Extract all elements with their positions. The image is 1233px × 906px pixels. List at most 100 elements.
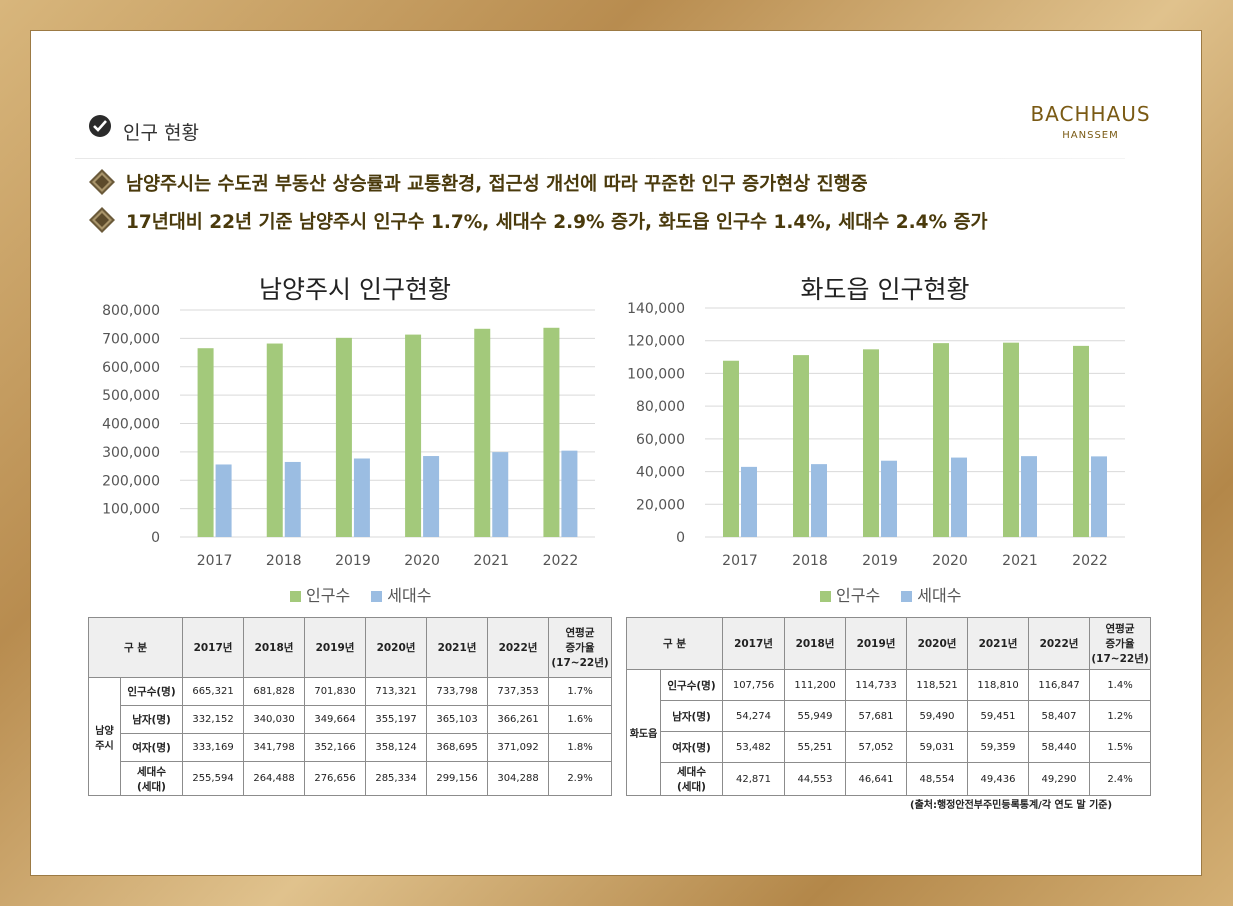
chart-2-title: 화도읍 인구현황 — [800, 275, 970, 304]
check-circle-icon — [89, 115, 111, 137]
rate-cell: 1.4% — [1089, 669, 1152, 701]
row-label: 세대수 (세대) — [119, 761, 184, 796]
hwado-table: 구 분 2017년 2018년 2019년 2020년 2021년 2022년 … — [625, 617, 1152, 796]
cell: 49,436 — [967, 762, 1030, 796]
legend-swatch-households — [901, 591, 913, 602]
table-row: 여자(명) 53,482 55,251 57,052 59,031 59,359… — [627, 731, 1152, 763]
bar-population — [335, 337, 352, 537]
x-tick-label: 2017 — [722, 553, 758, 569]
row-label: 인구수(명) — [659, 669, 724, 701]
cell: 299,156 — [426, 761, 489, 796]
cell: 111,200 — [784, 669, 847, 701]
y-tick-label: 100,000 — [102, 502, 160, 518]
diamond-bullet-icon — [89, 207, 115, 233]
table-row: 여자(명) 333,169 341,798 352,166 358,124 36… — [89, 733, 613, 762]
x-tick-label: 2021 — [473, 553, 509, 569]
cell: 332,152 — [182, 705, 245, 734]
bar-population — [863, 349, 879, 537]
x-tick-label: 2019 — [335, 553, 371, 569]
bar-households — [1021, 456, 1037, 537]
chart-2-legend: 인구수 세대수 — [820, 582, 977, 606]
y-tick-label: 300,000 — [102, 445, 160, 461]
bar-population — [793, 355, 809, 537]
rate-cell: 1.2% — [1089, 700, 1152, 732]
bar-households — [284, 461, 301, 537]
cell: 116,847 — [1028, 669, 1091, 701]
bar-households — [423, 456, 440, 537]
x-tick-label: 2022 — [1072, 553, 1108, 569]
bar-households — [951, 457, 967, 537]
legend-swatch-population — [290, 591, 301, 602]
row-label-line: (세대) — [677, 781, 706, 793]
y-tick-label: 0 — [676, 530, 685, 546]
bar-population — [1073, 345, 1089, 537]
header-rate-line: 증가율 — [1105, 638, 1135, 650]
header-label: 구 분 — [87, 617, 184, 678]
cell: 49,290 — [1028, 762, 1091, 796]
group-label-line: 화도읍 — [629, 729, 658, 740]
header-year: 2022년 — [1028, 617, 1091, 670]
row-label-line: (세대) — [137, 780, 166, 793]
cell: 55,949 — [784, 700, 847, 732]
row-label: 인구수(명) — [119, 677, 184, 706]
cell: 48,554 — [906, 762, 969, 796]
table-row: 남양 주시 인구수(명) 665,321 681,828 701,830 713… — [88, 677, 613, 796]
x-tick-label: 2020 — [404, 553, 440, 569]
rate-cell: 2.4% — [1089, 762, 1152, 796]
bar-population — [1003, 342, 1019, 537]
bar-households — [215, 464, 232, 537]
legend-item-households: 세대수 — [371, 582, 431, 606]
cell: 55,251 — [784, 731, 847, 763]
cell: 118,810 — [967, 669, 1030, 701]
cell: 333,169 — [182, 733, 245, 762]
bullet-1-text: 남양주시는 수도권 부동산 상승률과 교통환경, 접근성 개선에 따라 꾸준한 … — [126, 174, 868, 195]
header-year: 2017년 — [722, 617, 786, 670]
bar-population — [543, 327, 560, 537]
bar-households — [353, 458, 370, 537]
rate-cell: 2.9% — [548, 761, 613, 796]
cell: 368,695 — [426, 733, 489, 762]
table-row: 남자(명) 332,152 340,030 349,664 355,197 36… — [89, 705, 613, 734]
y-tick-label: 500,000 — [102, 388, 160, 404]
cell: 57,052 — [845, 731, 908, 763]
cell: 304,288 — [487, 761, 550, 796]
brand-logo: BACHHAUS HANSSEM — [1018, 102, 1163, 141]
legend-label-population: 인구수 — [836, 586, 881, 605]
header-year: 2020년 — [365, 617, 428, 678]
header-rate-line: 연평균 — [565, 627, 595, 639]
row-label: 여자(명) — [119, 733, 184, 762]
cell: 59,359 — [967, 731, 1030, 763]
legend-label-households: 세대수 — [387, 586, 432, 605]
row-label: 남자(명) — [659, 700, 724, 732]
chart-1-plot: 0 100,000 200,000 300,000 400,000 500,000 600,… — [102, 303, 595, 569]
cell: 264,488 — [243, 761, 306, 796]
brand-sub: HANSSEM — [1062, 130, 1119, 141]
cell: 114,733 — [845, 669, 908, 701]
y-tick-label: 200,000 — [102, 473, 160, 489]
cell: 733,798 — [426, 677, 489, 706]
cell: 352,166 — [304, 733, 367, 762]
bar-population — [933, 343, 949, 537]
chart-1-legend: 인구수 세대수 — [290, 582, 447, 606]
cell: 737,353 — [487, 677, 550, 706]
y-tick-label: 400,000 — [102, 417, 160, 433]
diamond-bullet-icon — [89, 169, 115, 195]
bar-households — [741, 466, 757, 537]
cell: 118,521 — [906, 669, 969, 701]
group-label-line: 남양 — [95, 725, 114, 737]
bar-population — [266, 343, 283, 537]
header-year: 2020년 — [906, 617, 969, 670]
table-header-row: 구 분 2017년 2018년 2019년 2020년 2021년 2022년 … — [625, 617, 1152, 670]
bar-households — [881, 460, 897, 537]
cell: 255,594 — [182, 761, 245, 796]
x-tick-label: 2018 — [266, 553, 302, 569]
bar-population — [723, 360, 739, 537]
header-label: 구 분 — [625, 617, 724, 670]
cell: 681,828 — [243, 677, 306, 706]
cell: 46,641 — [845, 762, 908, 796]
header-rate-line: (17~22년) — [551, 657, 609, 669]
y-tick-label: 700,000 — [102, 331, 160, 347]
rate-cell: 1.5% — [1089, 731, 1152, 763]
cell: 53,482 — [722, 731, 786, 763]
group-label-line: 주시 — [95, 740, 114, 752]
